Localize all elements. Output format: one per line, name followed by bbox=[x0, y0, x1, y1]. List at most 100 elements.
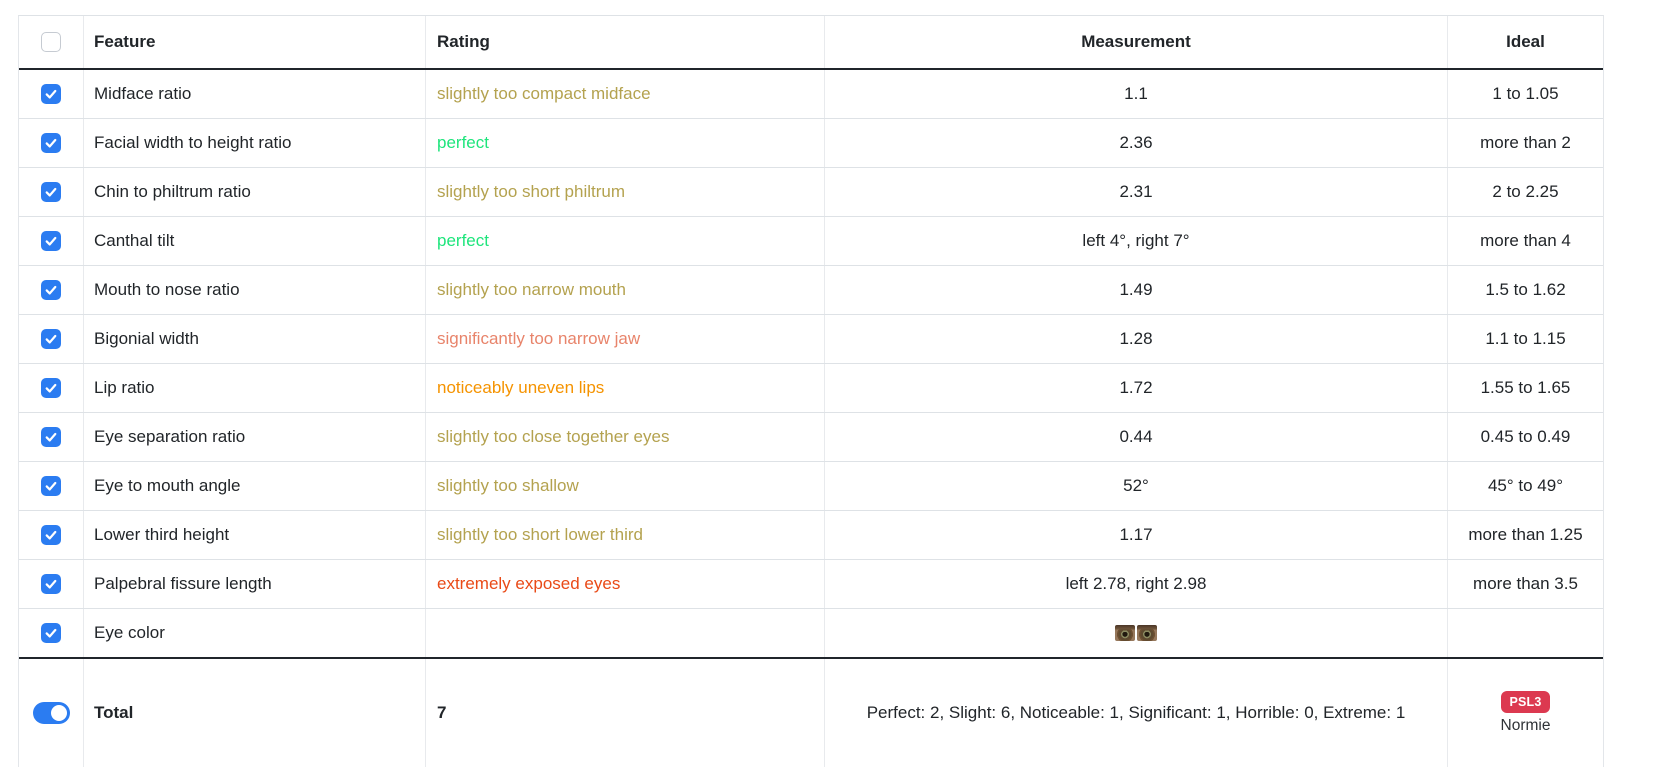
row-checkbox[interactable] bbox=[41, 231, 61, 251]
ideal-cell: 2 to 2.25 bbox=[1448, 168, 1603, 216]
rating-cell: slightly too short lower third bbox=[426, 511, 825, 559]
feature-label: Midface ratio bbox=[94, 84, 192, 103]
ideal-value: 2 to 2.25 bbox=[1492, 182, 1559, 201]
rating-label: slightly too narrow mouth bbox=[437, 280, 626, 299]
feature-cell: Lower third height bbox=[84, 511, 426, 559]
header-measurement-cell: Measurement bbox=[825, 16, 1448, 68]
rating-label: slightly too short lower third bbox=[437, 525, 643, 544]
header-ideal-cell: Ideal bbox=[1448, 16, 1603, 68]
feature-cell: Eye color bbox=[84, 609, 426, 657]
total-summary: Perfect: 2, Slight: 6, Noticeable: 1, Si… bbox=[866, 703, 1406, 722]
row-checkbox[interactable] bbox=[41, 574, 61, 594]
measurement-cell: 52° bbox=[825, 462, 1448, 510]
row-checkbox[interactable] bbox=[41, 133, 61, 153]
table-row: Chin to philtrum ratio slightly too short… bbox=[19, 168, 1603, 217]
total-toggle-switch[interactable] bbox=[32, 702, 70, 724]
total-label: Total bbox=[94, 703, 134, 722]
table-row: Mouth to nose ratio slightly too narrow m… bbox=[19, 266, 1603, 315]
row-checkbox[interactable] bbox=[41, 476, 61, 496]
ideal-cell: 1.55 to 1.65 bbox=[1448, 364, 1603, 412]
measurement-cell: 1.72 bbox=[825, 364, 1448, 412]
table-row: Midface ratio slightly too compact midfac… bbox=[19, 70, 1603, 119]
rating-label: slightly too close together eyes bbox=[437, 427, 670, 446]
measurement-value: 0.44 bbox=[1119, 427, 1153, 446]
table-row: Lower third height slightly too short low… bbox=[19, 511, 1603, 560]
rating-cell: extremely exposed eyes bbox=[426, 560, 825, 608]
measurement-value: 52° bbox=[1123, 476, 1149, 495]
feature-cell: Bigonial width bbox=[84, 315, 426, 363]
ideal-cell: 1.1 to 1.15 bbox=[1448, 315, 1603, 363]
table-row: Facial width to height ratio perfect 2.36 m… bbox=[19, 119, 1603, 168]
row-checkbox[interactable] bbox=[41, 329, 61, 349]
psl-rating-stack: PSL3 Normie bbox=[1501, 690, 1550, 736]
rating-label: perfect bbox=[437, 133, 489, 152]
feature-column-header: Feature bbox=[94, 32, 156, 51]
row-checkbox-cell bbox=[19, 70, 84, 118]
ideal-value: 1.5 to 1.62 bbox=[1485, 280, 1566, 299]
ideal-value: 1.1 to 1.15 bbox=[1485, 329, 1566, 348]
row-checkbox[interactable] bbox=[41, 427, 61, 447]
feature-label: Canthal tilt bbox=[94, 231, 175, 250]
total-summary-cell: Perfect: 2, Slight: 6, Noticeable: 1, Si… bbox=[825, 659, 1448, 767]
table-row: Eye to mouth angle slightly too shallow 52… bbox=[19, 462, 1603, 511]
measurement-value: 1.17 bbox=[1119, 525, 1153, 544]
row-checkbox[interactable] bbox=[41, 525, 61, 545]
rating-label: slightly too short philtrum bbox=[437, 182, 626, 201]
rating-label: extremely exposed eyes bbox=[437, 574, 621, 593]
feature-cell: Midface ratio bbox=[84, 70, 426, 118]
rating-cell: perfect bbox=[426, 217, 825, 265]
rating-cell: slightly too shallow bbox=[426, 462, 825, 510]
rating-cell: slightly too close together eyes bbox=[426, 413, 825, 461]
psl-badge: PSL3 bbox=[1501, 690, 1550, 714]
rating-cell: significantly too narrow jaw bbox=[426, 315, 825, 363]
table-row: Canthal tilt perfect left 4°, right 7° more… bbox=[19, 217, 1603, 266]
table-row: Eye color bbox=[19, 609, 1603, 659]
feature-label: Bigonial width bbox=[94, 329, 199, 348]
ideal-value: 45° to 49° bbox=[1487, 476, 1564, 495]
row-checkbox[interactable] bbox=[41, 378, 61, 398]
toggle-knob-icon bbox=[50, 705, 67, 721]
ideal-cell: more than 1.25 bbox=[1448, 511, 1603, 559]
eye-color-swatch bbox=[1137, 625, 1157, 641]
measurement-value: left 2.78, right 2.98 bbox=[1065, 574, 1207, 593]
feature-cell: Eye to mouth angle bbox=[84, 462, 426, 510]
ideal-cell: 45° to 49° bbox=[1448, 462, 1603, 510]
measurement-value: 1.49 bbox=[1119, 280, 1153, 299]
feature-label: Facial width to height ratio bbox=[94, 133, 292, 152]
feature-label: Palpebral fissure length bbox=[94, 574, 272, 593]
row-checkbox-cell bbox=[19, 413, 84, 461]
measurement-value: 2.31 bbox=[1119, 182, 1153, 201]
ideal-cell: 1 to 1.05 bbox=[1448, 70, 1603, 118]
measurement-cell: 1.17 bbox=[825, 511, 1448, 559]
row-checkbox[interactable] bbox=[41, 280, 61, 300]
rating-cell: slightly too narrow mouth bbox=[426, 266, 825, 314]
select-all-checkbox[interactable] bbox=[41, 32, 61, 52]
rating-label: slightly too shallow bbox=[437, 476, 579, 495]
measurement-value: 2.36 bbox=[1119, 133, 1153, 152]
total-score-cell: 7 bbox=[426, 659, 825, 767]
ideal-cell: more than 4 bbox=[1448, 217, 1603, 265]
feature-cell: Chin to philtrum ratio bbox=[84, 168, 426, 216]
table-row: Palpebral fissure length extremely expose… bbox=[19, 560, 1603, 609]
row-checkbox[interactable] bbox=[41, 182, 61, 202]
feature-rating-table: Feature Rating Measurement Ideal Midface… bbox=[18, 15, 1604, 767]
table-header-row: Feature Rating Measurement Ideal bbox=[19, 16, 1603, 70]
row-checkbox-cell bbox=[19, 609, 84, 657]
measurement-cell: 1.49 bbox=[825, 266, 1448, 314]
measurement-cell bbox=[825, 609, 1448, 657]
feature-label: Eye color bbox=[94, 623, 165, 642]
feature-label: Eye separation ratio bbox=[94, 427, 246, 446]
rating-cell: perfect bbox=[426, 119, 825, 167]
total-score: 7 bbox=[437, 703, 447, 722]
eye-color-images bbox=[1115, 625, 1157, 641]
row-checkbox-cell bbox=[19, 168, 84, 216]
feature-cell: Lip ratio bbox=[84, 364, 426, 412]
row-checkbox[interactable] bbox=[41, 623, 61, 643]
row-checkbox[interactable] bbox=[41, 84, 61, 104]
ideal-value: 1 to 1.05 bbox=[1492, 84, 1559, 103]
eye-color-swatch bbox=[1115, 625, 1135, 641]
measurement-cell: 0.44 bbox=[825, 413, 1448, 461]
measurement-cell: 2.31 bbox=[825, 168, 1448, 216]
feature-label: Mouth to nose ratio bbox=[94, 280, 240, 299]
header-checkbox-cell bbox=[19, 16, 84, 68]
